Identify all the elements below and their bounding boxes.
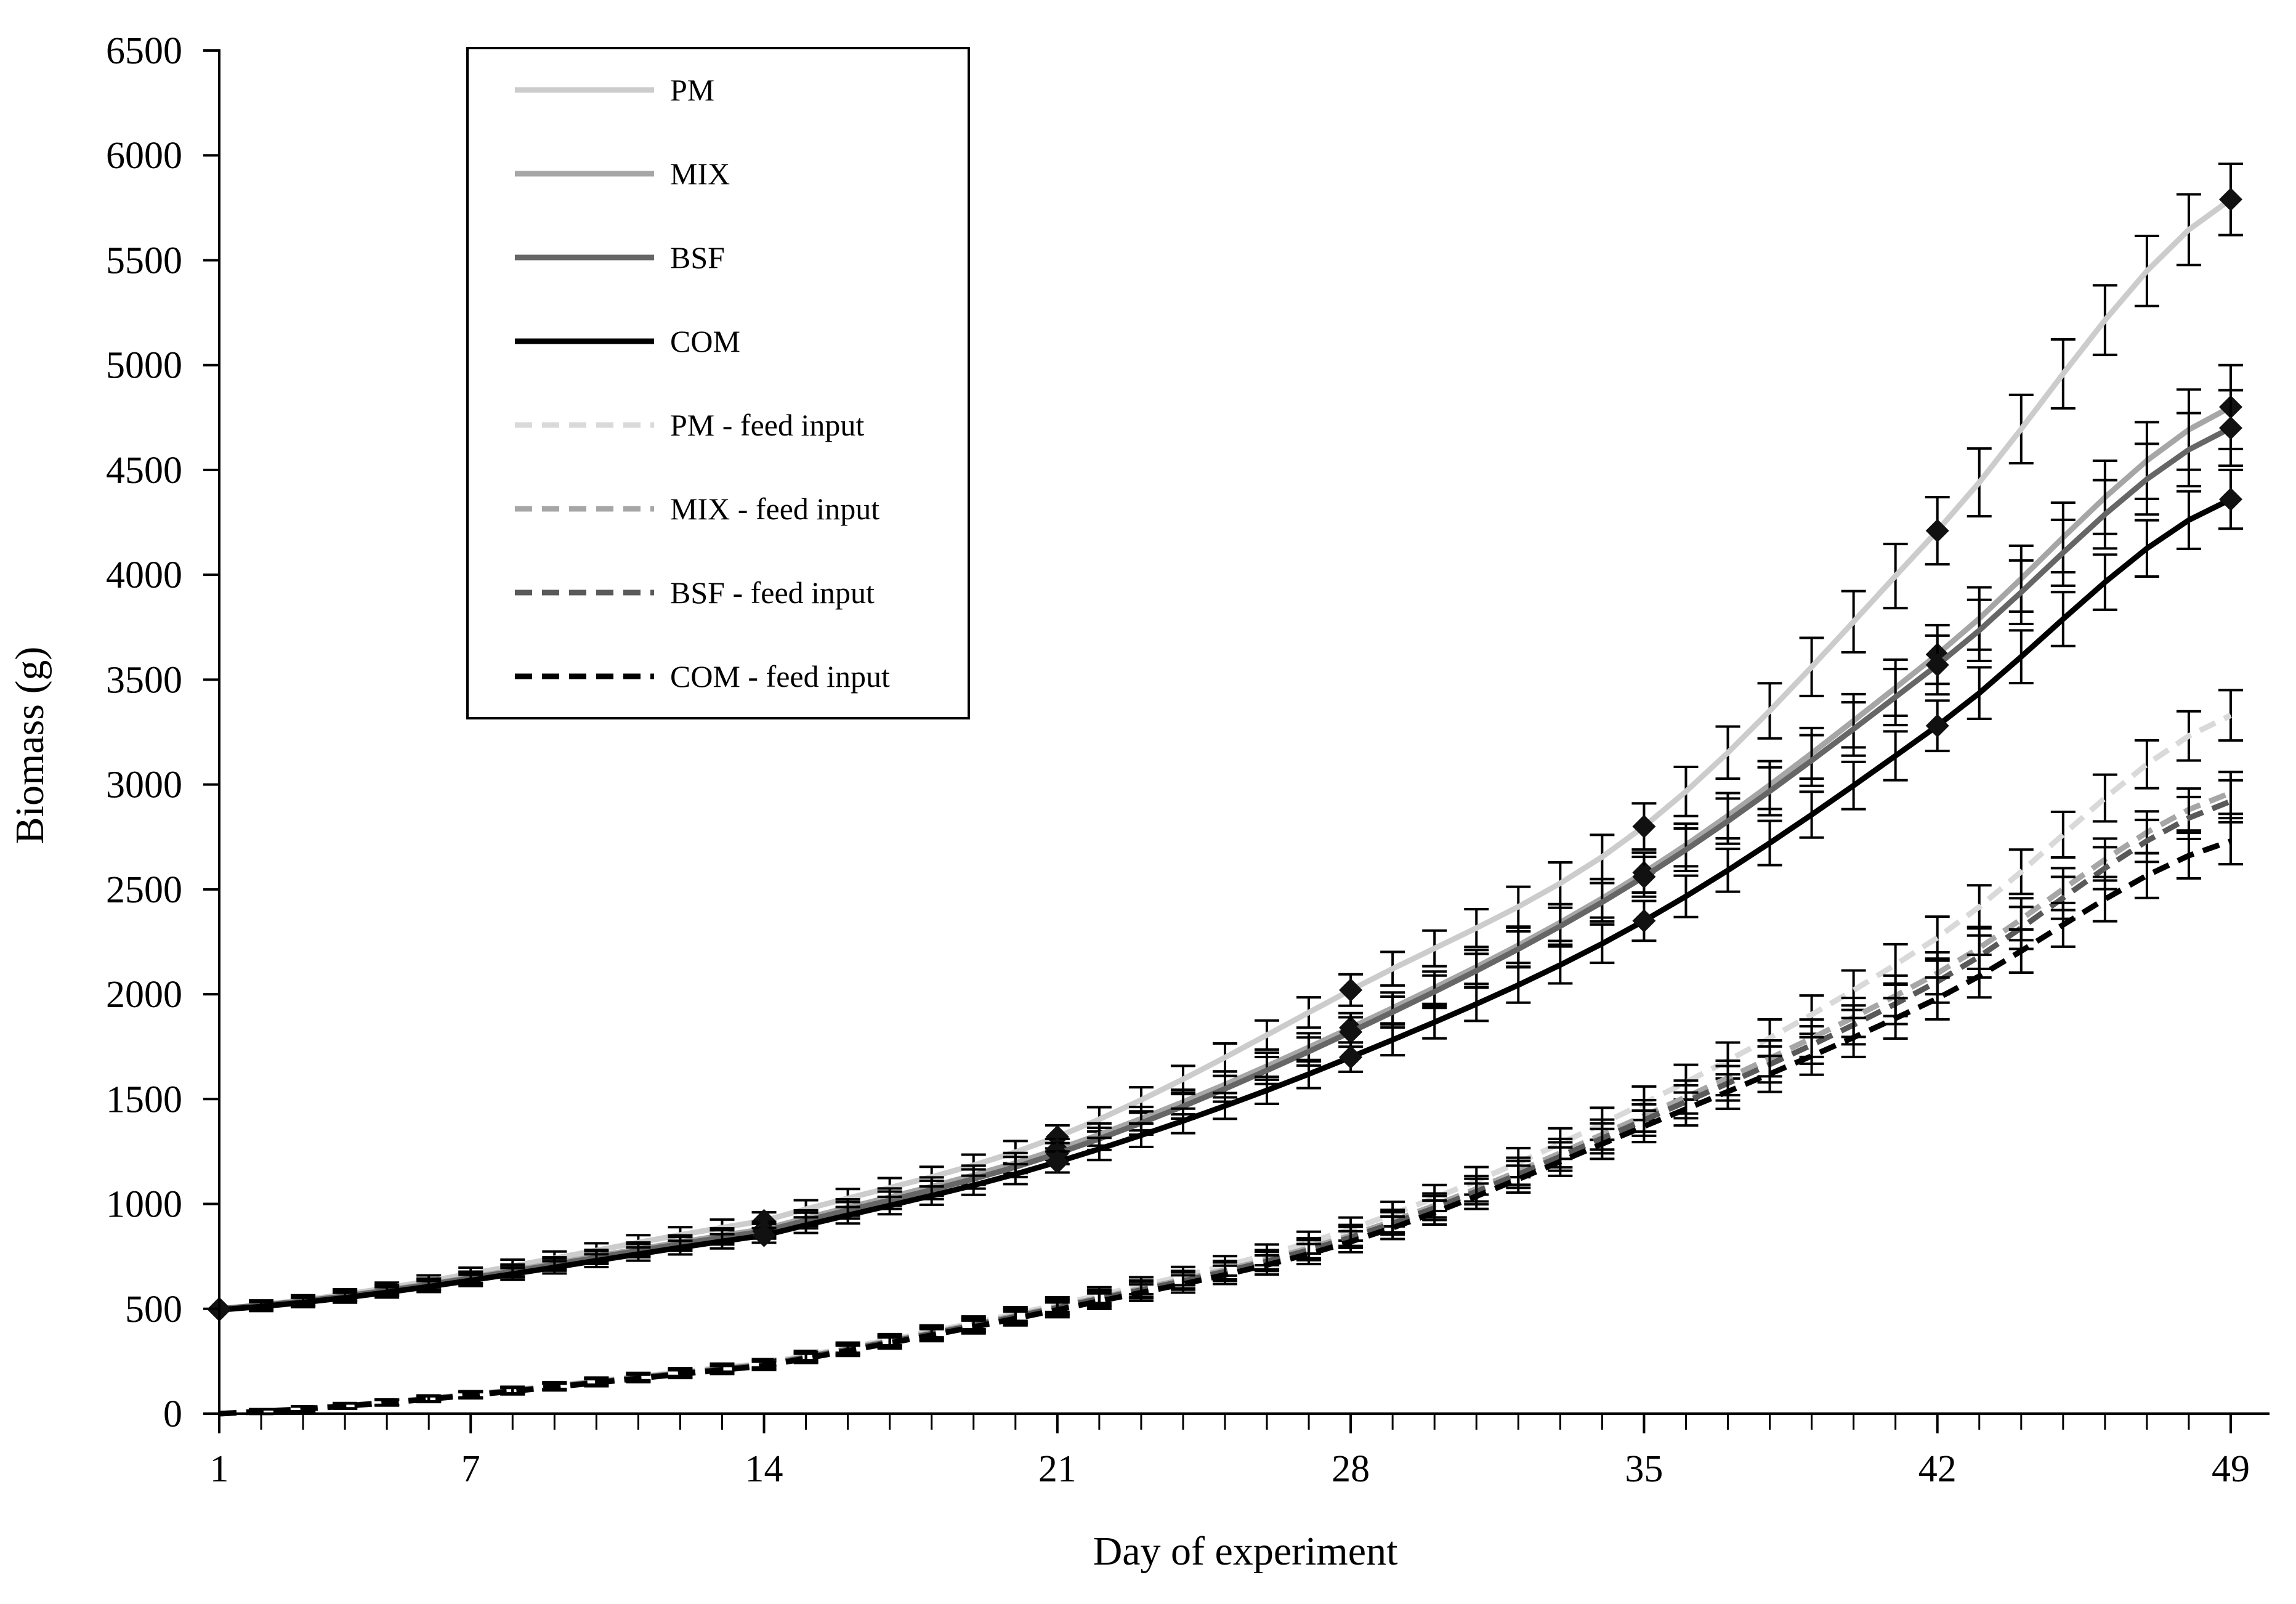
y-tick-label: 3000 <box>106 764 182 806</box>
legend-label: COM <box>670 324 740 358</box>
x-tick-label: 1 <box>210 1448 229 1490</box>
y-tick-label: 1500 <box>106 1079 182 1120</box>
data-point-marker <box>2219 487 2242 511</box>
y-tick-label: 3500 <box>106 659 182 701</box>
y-tick-label: 4500 <box>106 450 182 492</box>
legend-label: PM <box>670 73 714 107</box>
axes-layer: 0 500 1000 1500 2000 2500 3000 3500 4000 4500 5000… <box>106 30 2270 1490</box>
y-tick-label: 5000 <box>106 345 182 387</box>
x-tick-label: 21 <box>1038 1448 1077 1490</box>
data-point-marker <box>2219 416 2242 440</box>
x-tick-label: 35 <box>1625 1448 1663 1490</box>
data-point-marker <box>1925 519 1949 543</box>
data-point-marker <box>1339 1020 1363 1044</box>
x-tick-label: 28 <box>1332 1448 1370 1490</box>
y-tick-label: 4000 <box>106 554 182 596</box>
y-tick-label: 1000 <box>106 1184 182 1226</box>
legend-box <box>466 47 970 719</box>
y-tick-label: 500 <box>125 1289 182 1331</box>
x-tick-label: 14 <box>745 1448 783 1490</box>
y-tick-label: 2500 <box>106 869 182 911</box>
y-tick-label: 6000 <box>106 135 182 177</box>
x-tick-label: 7 <box>461 1448 480 1490</box>
legend-label: MIX - feed input <box>670 492 879 526</box>
legend-label: BSF <box>670 240 725 275</box>
data-point-marker <box>752 1223 776 1247</box>
series-com-feed-input <box>219 817 2243 1417</box>
series-line <box>219 838 2232 1417</box>
series-layer <box>208 162 2243 1417</box>
data-point-marker <box>1632 909 1656 933</box>
series-com <box>208 468 2243 1322</box>
y-tick-label: 6500 <box>106 30 182 72</box>
x-tick-label: 49 <box>2212 1448 2250 1490</box>
data-point-marker <box>1339 978 1363 1002</box>
legend-label: MIX <box>670 156 730 191</box>
legend: PM MIX BSF COM PM - feed input MIX - feed inp… <box>466 47 970 719</box>
legend-label: COM - feed input <box>670 659 890 694</box>
y-tick-label: 2000 <box>106 974 182 1016</box>
y-axis-title: Biomass (g) <box>7 647 52 845</box>
series-line <box>219 496 2232 1313</box>
data-point-marker <box>1632 814 1656 838</box>
y-tick-label: 5500 <box>106 240 182 282</box>
legend-label: PM - feed input <box>670 408 864 442</box>
data-point-marker <box>2219 187 2242 211</box>
y-tick-label: 0 <box>163 1393 182 1435</box>
data-point-marker <box>1925 653 1949 677</box>
x-axis-title: Day of experiment <box>1093 1529 1398 1574</box>
data-point-marker <box>1339 1045 1363 1069</box>
legend-label: BSF - feed input <box>670 575 875 610</box>
data-point-marker <box>1632 865 1656 889</box>
x-tick-label: 42 <box>1918 1448 1957 1490</box>
data-point-marker <box>1045 1150 1069 1174</box>
data-point-marker <box>1925 714 1949 738</box>
